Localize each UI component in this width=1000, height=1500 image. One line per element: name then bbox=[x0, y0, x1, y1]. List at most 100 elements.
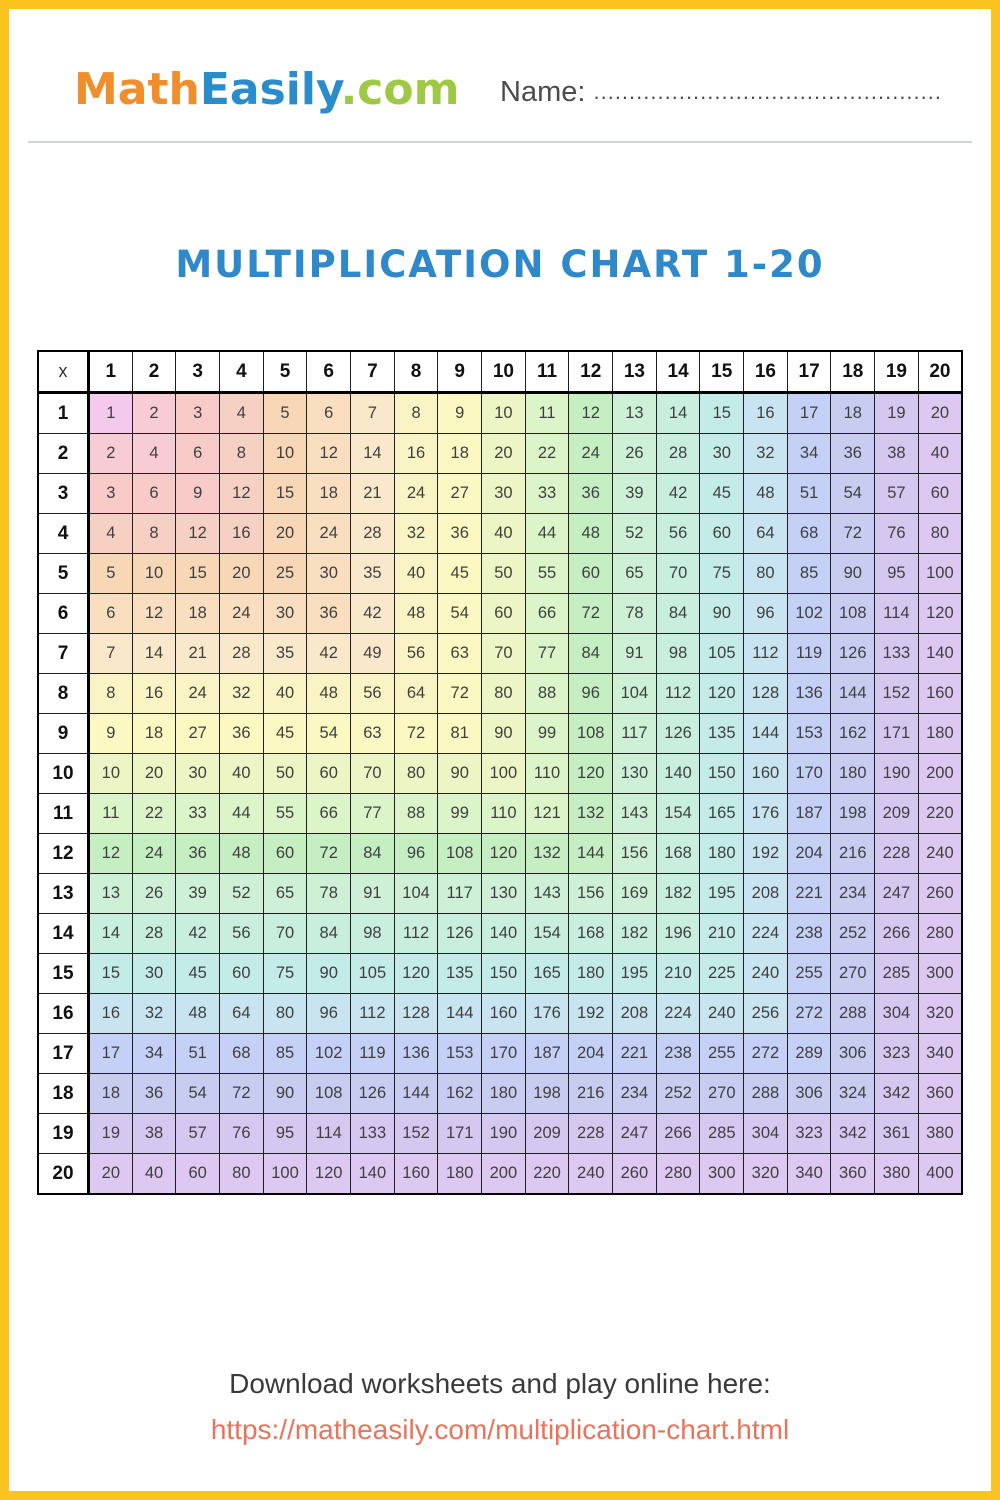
table-cell: 108 bbox=[830, 593, 876, 634]
table-cell: 35 bbox=[262, 633, 308, 674]
column-header: 19 bbox=[874, 350, 919, 394]
table-cell: 165 bbox=[699, 793, 745, 834]
table-cell: 323 bbox=[786, 1113, 832, 1154]
table-cell: 17 bbox=[786, 392, 832, 434]
table-cell: 30 bbox=[131, 953, 177, 994]
table-cell: 153 bbox=[437, 1033, 483, 1074]
table-cell: 6 bbox=[88, 593, 133, 634]
row-header: 19 bbox=[37, 1113, 90, 1154]
table-cell: 224 bbox=[743, 913, 788, 954]
row-header: 5 bbox=[37, 553, 90, 594]
table-cell: 266 bbox=[655, 1113, 701, 1154]
table-cell: 252 bbox=[655, 1073, 701, 1114]
table-cell: 77 bbox=[524, 633, 570, 674]
table-cell: 121 bbox=[524, 793, 570, 834]
table-cell: 187 bbox=[524, 1033, 570, 1074]
table-cell: 56 bbox=[219, 913, 264, 954]
table-cell: 32 bbox=[743, 433, 788, 474]
table-cell: 114 bbox=[874, 593, 919, 634]
column-header: 11 bbox=[524, 350, 570, 394]
table-cell: 54 bbox=[175, 1073, 221, 1114]
table-cell: 108 bbox=[306, 1073, 352, 1114]
table-cell: 48 bbox=[306, 673, 352, 714]
table-cell: 220 bbox=[524, 1153, 570, 1195]
row-header: 8 bbox=[37, 673, 90, 714]
table-cell: 154 bbox=[524, 913, 570, 954]
table-cell: 54 bbox=[306, 713, 352, 754]
table-cell: 104 bbox=[393, 873, 439, 914]
table-cell: 150 bbox=[699, 753, 745, 794]
table-cell: 8 bbox=[393, 392, 439, 434]
table-cell: 210 bbox=[655, 953, 701, 994]
table-cell: 306 bbox=[786, 1073, 832, 1114]
table-cell: 80 bbox=[219, 1153, 264, 1195]
table-cell: 60 bbox=[306, 753, 352, 794]
table-cell: 256 bbox=[743, 993, 788, 1034]
table-cell: 234 bbox=[830, 873, 876, 914]
table-cell: 187 bbox=[786, 793, 832, 834]
table-cell: 90 bbox=[262, 1073, 308, 1114]
multiplication-table: x 1 2 3 4 5 6 7 8 9 10 11 12 13 14 15 16 17 18 19 20 1 1 2 3 4 5 6 7… bbox=[37, 350, 963, 1195]
table-cell: 300 bbox=[699, 1153, 745, 1195]
table-cell: 198 bbox=[524, 1073, 570, 1114]
table-cell: 48 bbox=[175, 993, 221, 1034]
name-blank-line: ........................................… bbox=[593, 79, 942, 104]
row-header: 7 bbox=[37, 633, 90, 674]
table-cell: 165 bbox=[524, 953, 570, 994]
table-cell: 96 bbox=[393, 833, 439, 874]
table-cell: 190 bbox=[874, 753, 919, 794]
page-title: MULTIPLICATION CHART 1-20 bbox=[175, 243, 825, 286]
table-cell: 169 bbox=[612, 873, 657, 914]
table-cell: 228 bbox=[874, 833, 919, 874]
table-cell: 9 bbox=[437, 392, 483, 434]
table-cell: 52 bbox=[219, 873, 264, 914]
footer-link[interactable]: https://matheasily.com/multiplication-ch… bbox=[210, 1414, 790, 1445]
table-cell: 15 bbox=[88, 953, 133, 994]
table-cell: 1 bbox=[88, 392, 133, 434]
table-cell: 28 bbox=[219, 633, 264, 674]
table-cell: 128 bbox=[743, 673, 788, 714]
table-cell: 30 bbox=[175, 753, 221, 794]
table-cell: 95 bbox=[874, 553, 919, 594]
table-cell: 110 bbox=[524, 753, 570, 794]
table-cell: 24 bbox=[393, 473, 439, 514]
row-header: 13 bbox=[37, 873, 90, 914]
table-cell: 228 bbox=[568, 1113, 614, 1154]
table-cell: 65 bbox=[612, 553, 657, 594]
table-cell: 42 bbox=[350, 593, 395, 634]
table-cell: 75 bbox=[699, 553, 745, 594]
table-cell: 361 bbox=[874, 1113, 919, 1154]
table-cell: 255 bbox=[786, 953, 832, 994]
site-logo: MathEasily.com bbox=[74, 64, 459, 115]
table-cell: 30 bbox=[699, 433, 745, 474]
table-row: 9 9 18 27 36 45 54 63 72 81 90 99 108 117 126 135 144 153… bbox=[37, 713, 963, 754]
table-cell: 320 bbox=[743, 1153, 788, 1195]
table-cell: 224 bbox=[655, 993, 701, 1034]
table-cell: 162 bbox=[830, 713, 876, 754]
table-cell: 40 bbox=[917, 433, 963, 474]
table-cell: 18 bbox=[306, 473, 352, 514]
table-cell: 112 bbox=[393, 913, 439, 954]
table-cell: 48 bbox=[393, 593, 439, 634]
table-cell: 105 bbox=[699, 633, 745, 674]
table-cell: 80 bbox=[743, 553, 788, 594]
table-cell: 56 bbox=[655, 513, 701, 554]
table-cell: 80 bbox=[262, 993, 308, 1034]
table-cell: 60 bbox=[481, 593, 526, 634]
table-cell: 180 bbox=[437, 1153, 483, 1195]
table-cell: 98 bbox=[350, 913, 395, 954]
table-cell: 78 bbox=[306, 873, 352, 914]
table-cell: 88 bbox=[393, 793, 439, 834]
table-cell: 12 bbox=[219, 473, 264, 514]
table-cell: 136 bbox=[393, 1033, 439, 1074]
table-cell: 112 bbox=[743, 633, 788, 674]
table-cell: 15 bbox=[175, 553, 221, 594]
table-cell: 140 bbox=[917, 633, 963, 674]
table-cell: 168 bbox=[655, 833, 701, 874]
table-cell: 88 bbox=[524, 673, 570, 714]
table-cell: 5 bbox=[88, 553, 133, 594]
row-header: 17 bbox=[37, 1033, 90, 1074]
table-cell: 18 bbox=[437, 433, 483, 474]
table-cell: 18 bbox=[830, 392, 876, 434]
table-row: 6 6 12 18 24 30 36 42 48 54 60 66 72 78 84 90 96 102 108 11… bbox=[37, 593, 963, 634]
